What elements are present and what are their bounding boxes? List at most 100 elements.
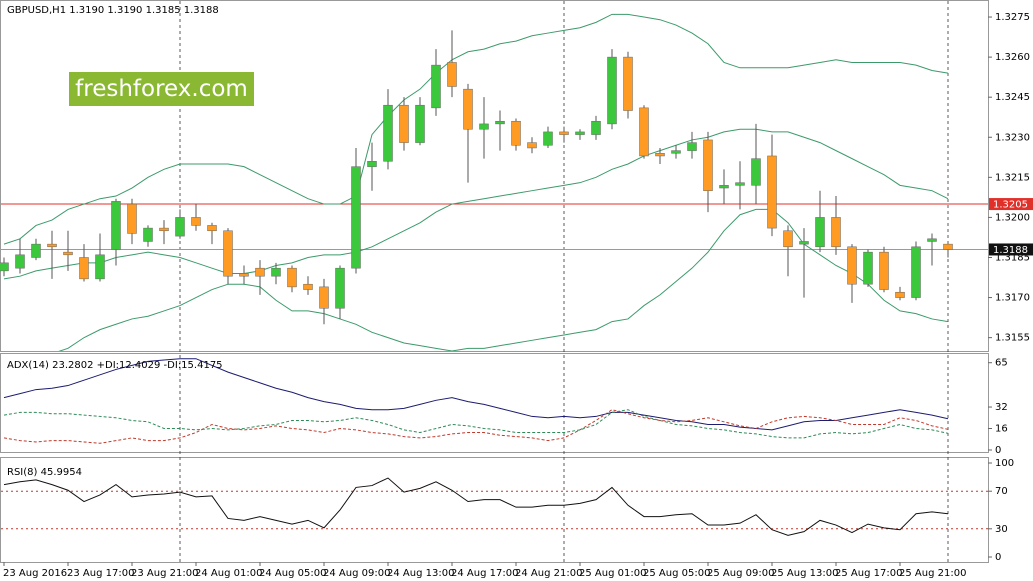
- candle-body: [495, 120, 505, 125]
- candle-body: [767, 155, 777, 229]
- candle-body: [447, 62, 457, 87]
- indicator-line: [3, 358, 949, 431]
- y-tick-label: 1.3245: [995, 92, 1030, 103]
- x-tick-label: 24 Aug 05:00: [259, 568, 326, 579]
- x-tick-label: 24 Aug 21:00: [515, 568, 582, 579]
- price-label-box: [989, 198, 1033, 211]
- candle-body: [463, 88, 473, 130]
- candle-body: [623, 56, 633, 111]
- x-tick-label: 25 Aug 21:00: [899, 568, 966, 579]
- adx-panel-frame: [0, 353, 989, 453]
- panel-title: GBPUSD,H1 1.3190 1.3190 1.3185 1.3188: [7, 5, 219, 16]
- x-tick-label: 25 Aug 17:00: [835, 568, 902, 579]
- panel: [1, 477, 988, 536]
- candle-body: [239, 273, 249, 277]
- candle-body: [383, 104, 393, 162]
- candle-body: [511, 120, 521, 146]
- candle-body: [543, 131, 553, 146]
- candle-body: [799, 241, 809, 245]
- indicator-line: [3, 477, 949, 536]
- candle-body: [63, 251, 73, 256]
- candle-body: [783, 230, 793, 248]
- candle-body: [751, 158, 761, 186]
- candle-body: [47, 243, 57, 248]
- indicator-line: [3, 409, 949, 439]
- candle-body: [287, 267, 297, 288]
- y-tick-label: 1.3215: [995, 172, 1030, 183]
- candle-body: [303, 283, 313, 290]
- candle-body: [111, 201, 121, 250]
- x-tick-label: 23 Aug 17:00: [67, 568, 134, 579]
- candle-body: [575, 131, 585, 135]
- y-tick-label: 30: [995, 524, 1008, 535]
- candle-body: [143, 227, 153, 242]
- y-tick-label: 1.3170: [995, 293, 1030, 304]
- candle-body: [127, 203, 137, 234]
- x-tick-label: 24 Aug 09:00: [323, 568, 390, 579]
- candle-body: [399, 104, 409, 143]
- candle-body: [927, 238, 937, 242]
- y-tick-label: 16: [995, 424, 1008, 435]
- candle-body: [175, 217, 185, 237]
- panel: [3, 358, 949, 444]
- panel-title: RSI(8) 45.9954: [7, 467, 82, 478]
- candle-body: [319, 286, 329, 309]
- x-tick-label: 24 Aug 01:00: [195, 568, 262, 579]
- x-tick-label: 25 Aug 05:00: [643, 568, 710, 579]
- candle-body: [79, 257, 89, 280]
- candle-body: [943, 243, 953, 250]
- y-tick-label: 0: [995, 552, 1001, 563]
- candle-body: [367, 161, 377, 167]
- candle-body: [911, 246, 921, 298]
- candle-body: [527, 142, 537, 149]
- price-label: 1.3205: [993, 200, 1028, 211]
- candle-body: [607, 56, 617, 125]
- y-tick-label: 1.3275: [995, 12, 1030, 23]
- candle-body: [719, 185, 729, 189]
- candle-body: [159, 227, 169, 232]
- y-tick-label: 1.3200: [995, 212, 1030, 223]
- candle-body: [815, 217, 825, 248]
- candle-body: [559, 131, 569, 135]
- candle-body: [351, 166, 361, 269]
- x-tick-label: 24 Aug 17:00: [451, 568, 518, 579]
- price-panel-frame: [0, 0, 989, 352]
- candle-body: [255, 267, 265, 277]
- panel: [0, 13, 988, 351]
- candle-body: [591, 120, 601, 135]
- x-tick-label: 24 Aug 13:00: [387, 568, 454, 579]
- candle-body: [847, 246, 857, 285]
- candle-body: [639, 107, 649, 157]
- candle-body: [335, 267, 345, 309]
- candle-body: [191, 217, 201, 226]
- indicator-line: [3, 409, 949, 444]
- indicator-line: [3, 13, 949, 245]
- x-tick-label: 23 Aug 2016: [3, 568, 67, 579]
- x-tick-label: 23 Aug 21:00: [131, 568, 198, 579]
- candle-body: [735, 182, 745, 186]
- candle-body: [95, 254, 105, 280]
- x-tick-label: 25 Aug 13:00: [771, 568, 838, 579]
- candle-body: [831, 217, 841, 248]
- candle-body: [703, 139, 713, 191]
- candle-body: [15, 254, 25, 269]
- candle-body: [687, 142, 697, 151]
- candle-body: [0, 262, 9, 272]
- candle-body: [415, 104, 425, 143]
- price-label-box: [989, 243, 1033, 256]
- price-label: 1.3188: [993, 245, 1028, 256]
- y-tick-label: 1.3260: [995, 52, 1030, 63]
- candle-body: [31, 243, 41, 258]
- y-tick-label: 1.3230: [995, 132, 1030, 143]
- y-tick-label: 1.3155: [995, 333, 1030, 344]
- indicator-line: [3, 128, 949, 280]
- y-tick-label: 0: [995, 445, 1001, 456]
- x-tick-label: 25 Aug 01:00: [579, 568, 646, 579]
- candle-body: [431, 64, 441, 109]
- candle-body: [271, 267, 281, 277]
- candle-body: [879, 251, 889, 290]
- candle-body: [863, 251, 873, 285]
- rsi-panel-frame: [0, 457, 989, 563]
